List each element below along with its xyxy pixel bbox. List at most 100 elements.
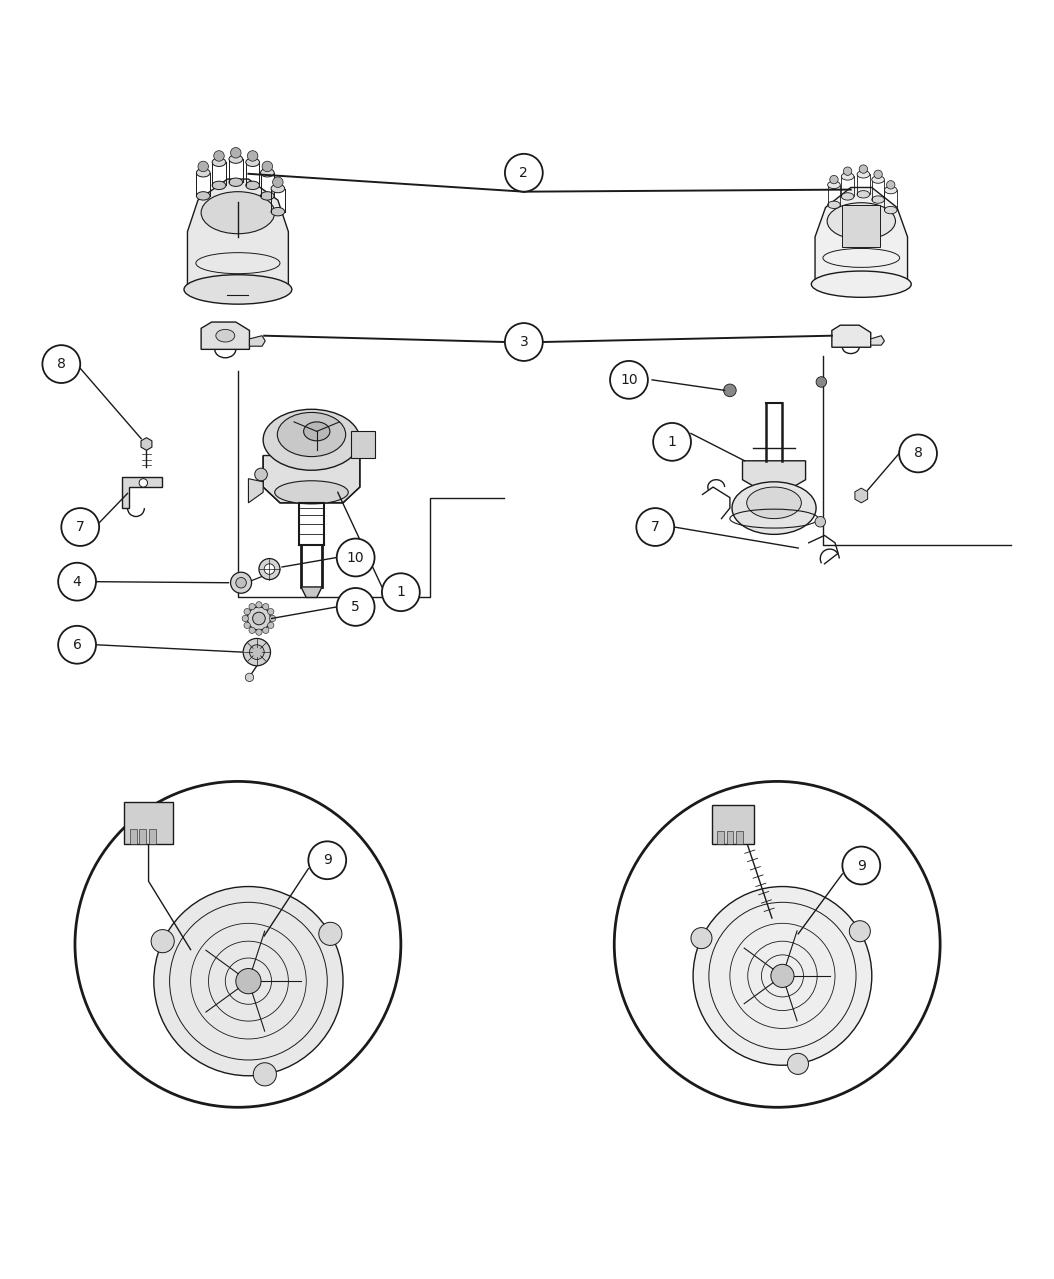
Circle shape xyxy=(691,927,713,949)
Bar xyxy=(139,829,147,844)
Circle shape xyxy=(899,435,937,472)
Circle shape xyxy=(637,508,675,546)
Circle shape xyxy=(318,922,341,945)
Circle shape xyxy=(850,921,871,941)
Circle shape xyxy=(58,625,96,664)
Ellipse shape xyxy=(212,159,226,166)
Ellipse shape xyxy=(271,207,285,216)
Ellipse shape xyxy=(884,187,897,194)
Circle shape xyxy=(250,645,265,660)
Text: 3: 3 xyxy=(520,335,528,349)
Polygon shape xyxy=(201,322,250,349)
Ellipse shape xyxy=(746,487,801,518)
Circle shape xyxy=(154,886,343,1076)
Circle shape xyxy=(614,781,940,1108)
Circle shape xyxy=(151,930,174,953)
Circle shape xyxy=(262,161,273,171)
Ellipse shape xyxy=(184,275,292,304)
Polygon shape xyxy=(855,489,867,503)
Circle shape xyxy=(236,578,247,588)
Ellipse shape xyxy=(271,184,285,193)
Circle shape xyxy=(214,151,225,161)
Circle shape xyxy=(231,572,252,593)
Circle shape xyxy=(816,377,826,388)
Polygon shape xyxy=(871,335,884,345)
Text: 1: 1 xyxy=(396,586,406,599)
Polygon shape xyxy=(815,188,907,284)
Ellipse shape xyxy=(212,182,226,189)
Circle shape xyxy=(253,1063,276,1086)
Text: 7: 7 xyxy=(651,521,660,535)
Circle shape xyxy=(198,161,209,171)
Text: 6: 6 xyxy=(73,638,81,652)
Ellipse shape xyxy=(196,192,210,200)
Circle shape xyxy=(268,609,274,615)
Circle shape xyxy=(265,564,275,574)
Circle shape xyxy=(231,147,241,159)
Polygon shape xyxy=(250,335,266,347)
Ellipse shape xyxy=(731,482,816,535)
Ellipse shape xyxy=(304,422,330,441)
Polygon shape xyxy=(249,478,264,503)
Bar xyxy=(149,829,156,844)
Ellipse shape xyxy=(872,177,884,183)
Bar xyxy=(726,831,733,844)
Ellipse shape xyxy=(216,330,235,341)
Text: 1: 1 xyxy=(667,435,677,449)
Circle shape xyxy=(886,180,895,189)
Circle shape xyxy=(653,423,691,460)
Circle shape xyxy=(268,622,274,628)
Polygon shape xyxy=(301,587,323,597)
Ellipse shape xyxy=(196,169,210,177)
Ellipse shape xyxy=(812,271,912,297)
Ellipse shape xyxy=(246,182,259,189)
Text: 9: 9 xyxy=(323,853,332,867)
Circle shape xyxy=(309,842,346,879)
Circle shape xyxy=(243,638,271,666)
Circle shape xyxy=(243,609,250,615)
Circle shape xyxy=(336,538,374,577)
Circle shape xyxy=(42,345,80,382)
Polygon shape xyxy=(264,455,359,503)
Ellipse shape xyxy=(827,201,840,208)
Bar xyxy=(842,206,880,247)
Text: 2: 2 xyxy=(520,166,528,180)
Circle shape xyxy=(505,324,543,361)
Circle shape xyxy=(382,573,419,611)
Circle shape xyxy=(58,563,96,601)
Polygon shape xyxy=(141,437,152,450)
Circle shape xyxy=(248,151,258,161)
Polygon shape xyxy=(188,179,289,289)
Ellipse shape xyxy=(884,206,897,214)
Circle shape xyxy=(256,601,262,608)
Text: 5: 5 xyxy=(351,600,360,614)
Ellipse shape xyxy=(277,412,346,457)
Ellipse shape xyxy=(841,173,854,180)
Ellipse shape xyxy=(827,182,840,188)
Circle shape xyxy=(259,559,280,579)
Circle shape xyxy=(249,627,255,633)
Circle shape xyxy=(255,468,268,481)
Circle shape xyxy=(75,781,401,1108)
Circle shape xyxy=(694,886,872,1065)
Circle shape xyxy=(246,673,254,682)
Circle shape xyxy=(236,968,261,994)
Circle shape xyxy=(273,177,284,188)
Ellipse shape xyxy=(872,196,884,203)
Ellipse shape xyxy=(260,169,274,177)
Ellipse shape xyxy=(827,202,896,239)
Ellipse shape xyxy=(246,159,259,166)
Circle shape xyxy=(610,361,648,399)
Bar xyxy=(130,829,137,844)
Circle shape xyxy=(787,1054,808,1074)
Circle shape xyxy=(270,615,276,622)
Circle shape xyxy=(724,384,736,396)
Circle shape xyxy=(815,517,825,527)
Text: 8: 8 xyxy=(57,357,65,371)
Ellipse shape xyxy=(229,178,242,187)
Text: 7: 7 xyxy=(76,521,84,535)
Polygon shape xyxy=(742,460,805,487)
Circle shape xyxy=(248,608,271,631)
Polygon shape xyxy=(832,325,871,348)
Circle shape xyxy=(242,615,249,622)
